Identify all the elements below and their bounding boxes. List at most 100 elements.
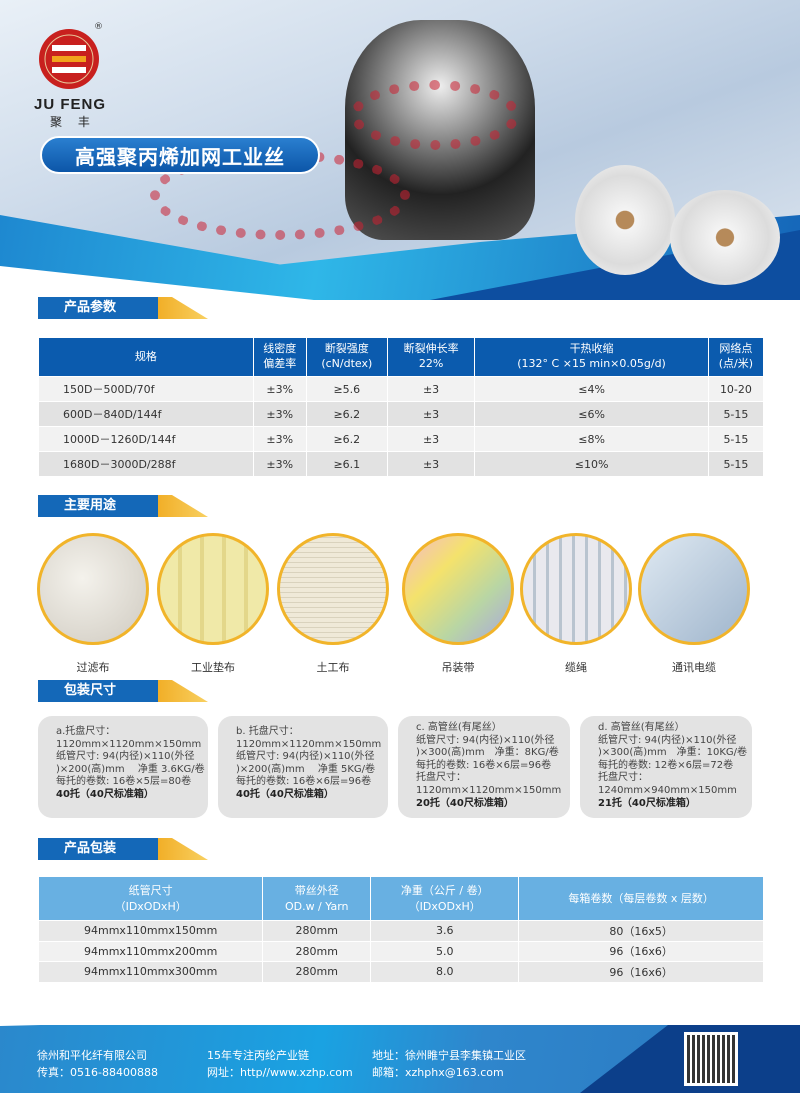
table-cell: 150D－500D/70f <box>38 376 254 402</box>
table-cell: ±3% <box>252 401 307 427</box>
pack-line: )×300(高)mm 净重：8KG/卷 <box>416 747 559 759</box>
pack-size-card: b. 托盘尺寸： 1120mm×1120mm×150mm 纸管尺寸: 94(内径)×… <box>218 716 388 818</box>
pack-line: 1120mm×1120mm×150mm <box>416 784 562 796</box>
table-cell: 5-15 <box>707 451 765 477</box>
use-item: 土工布 <box>277 533 389 675</box>
table-cell: 3.6 <box>370 920 520 942</box>
table-cell: 280mm <box>262 920 372 942</box>
use-label: 通讯电缆 <box>672 661 716 674</box>
use-image <box>157 533 269 645</box>
use-item: 吊装带 <box>402 533 514 675</box>
table-cell: 280mm <box>262 961 372 983</box>
pack-line: 纸管尺寸: 94(内径)×110(外径 <box>598 734 737 746</box>
pack-line: )×200(高)mm 净重 3.6KG/卷 <box>56 763 205 775</box>
email-link[interactable]: 邮箱：xzhphx@163.com <box>372 1066 504 1079</box>
table-cell: 96（16x6） <box>518 961 764 983</box>
table-cell: 5-15 <box>707 426 765 452</box>
pack-line: 40托（40尺标准箱） <box>236 788 334 800</box>
column-header: 每箱卷数（每层卷数 x 层数） <box>518 876 764 921</box>
pack-size-card: a.托盘尺寸： 1120mm×1120mm×150mm 纸管尺寸: 94(内径)×1… <box>38 716 208 818</box>
table-cell: 80（16x5） <box>518 920 764 942</box>
address: 地址：徐州睢宁县李集镇工业区 <box>372 1049 526 1062</box>
qr-code[interactable] <box>684 1032 738 1086</box>
footer <box>0 1025 800 1093</box>
pack-line: 托盘尺寸： <box>598 772 648 784</box>
table-cell: ≤4% <box>474 376 709 402</box>
use-item: 通讯电缆 <box>638 533 750 675</box>
pack-line: 每托的卷数: 12卷×6层=72卷 <box>598 759 734 771</box>
table-cell: 94mmx110mmx150mm <box>37 920 264 942</box>
pack-line: b. 托盘尺寸： <box>236 726 299 737</box>
website-link[interactable]: 网址：http//www.xzhp.com <box>207 1066 353 1079</box>
table-cell: ±3 <box>386 426 476 452</box>
params-table: 规格 线密度 偏差率 断裂强度 (cN/dtex) 断裂伸长率 22% 干热收缩 (13… <box>38 337 765 477</box>
use-label: 吊装带 <box>441 661 475 674</box>
table-row: 94mmx110mmx200mm 280mm 5.0 96（16x6） <box>37 940 764 962</box>
brand-name-cn: 聚 丰 <box>50 115 96 129</box>
table-cell: 1680D－3000D/288f <box>38 451 254 477</box>
use-image <box>402 533 514 645</box>
pack-line: )×300(高)mm 净重：10KG/卷 <box>598 747 748 759</box>
table-cell: ≤10% <box>474 451 709 477</box>
table-cell: ≥5.6 <box>305 376 388 402</box>
section-header-pack-size: 包装尺寸 <box>38 680 208 702</box>
pack-line: 20托（40尺标准箱） <box>416 797 514 809</box>
table-row: 600D－840D/144f ±3% ≥6.2 ±3 ≤6% 5-15 <box>38 401 765 427</box>
company-name: 徐州和平化纤有限公司 <box>37 1049 147 1062</box>
table-cell: ≥6.2 <box>305 426 388 452</box>
use-image <box>37 533 149 645</box>
table-cell: ≥6.1 <box>305 451 388 477</box>
column-header: 网络点 (点/米) <box>707 337 765 377</box>
column-header: 断裂强度 (cN/dtex) <box>305 337 388 377</box>
pack-line: 1120mm×1120mm×150mm <box>56 738 202 750</box>
table-row: 1680D－3000D/288f ±3% ≥6.1 ±3 ≤10% 5-15 <box>38 451 765 477</box>
pack-line: 纸管尺寸: 94(内径)×110(外径 <box>56 751 195 763</box>
use-label: 缆绳 <box>565 661 587 674</box>
table-cell: ≤8% <box>474 426 709 452</box>
jufeng-logo <box>39 29 99 89</box>
use-item: 过滤布 <box>37 533 149 675</box>
use-image <box>277 533 389 645</box>
table-row: 1000D－1260D/144f ±3% ≥6.2 ±3 ≤8% 5-15 <box>38 426 765 452</box>
pack-line: )×200(高)mm 净重 5KG/卷 <box>236 763 376 775</box>
pack-line: 纸管尺寸: 94(内径)×110(外径 <box>416 734 555 746</box>
pack-line: a.托盘尺寸： <box>56 726 116 737</box>
slogan: 15年专注丙纶产业链 <box>207 1049 309 1062</box>
brand-name-en: JU FENG <box>34 96 107 113</box>
column-header: 纸管尺寸 （IDxODxH） <box>37 876 264 921</box>
use-image <box>638 533 750 645</box>
pack-line: 40托（40尺标准箱） <box>56 788 154 800</box>
hero-banner <box>0 0 800 300</box>
pack-line: c. 高管丝(有尾丝） <box>416 722 502 733</box>
table-cell: 5-15 <box>707 401 765 427</box>
decor-edge <box>0 1010 650 1026</box>
table-cell: ±3 <box>386 451 476 477</box>
column-header: 净重（公斤 / 卷） （IDxODxH） <box>370 876 520 921</box>
pack-line: 1240mm×940mm×150mm <box>598 784 737 796</box>
table-cell: ±3% <box>252 451 307 477</box>
table-row: 150D－500D/70f ±3% ≥5.6 ±3 ≤4% 10-20 <box>38 376 765 402</box>
column-header: 断裂伸长率 22% <box>386 337 476 377</box>
table-cell: ±3 <box>386 401 476 427</box>
table-cell: 8.0 <box>370 961 520 983</box>
pack-size-card: c. 高管丝(有尾丝） 纸管尺寸: 94(内径)×110(外径)×300(高)mm… <box>398 716 570 818</box>
page-title: 高强聚丙烯加网工业丝 <box>40 136 320 174</box>
yarn-spool-image <box>575 165 675 275</box>
column-header: 线密度 偏差率 <box>252 337 307 377</box>
pack-line: 每托的卷数: 16卷×5层=80卷 <box>56 776 192 788</box>
table-cell: ≥6.2 <box>305 401 388 427</box>
table-cell: 94mmx110mmx200mm <box>37 940 264 962</box>
rope-image <box>350 80 520 150</box>
use-label: 工业垫布 <box>191 661 235 674</box>
section-header-params: 产品参数 <box>38 297 208 319</box>
pack-line: 托盘尺寸： <box>416 772 466 784</box>
column-header: 带丝外径 OD.w / Yarn <box>262 876 372 921</box>
use-label: 过滤布 <box>76 661 110 674</box>
pack-line: d. 高管丝(有尾丝） <box>598 722 685 733</box>
table-cell: ±3% <box>252 426 307 452</box>
yarn-spool-image <box>670 190 780 285</box>
pack-line: 21托（40尺标准箱） <box>598 797 696 809</box>
table-cell: 94mmx110mmx300mm <box>37 961 264 983</box>
pack-line: 纸管尺寸: 94(内径)×110(外径 <box>236 751 375 763</box>
pack-line: 每托的卷数: 16卷×6层=96卷 <box>416 759 552 771</box>
